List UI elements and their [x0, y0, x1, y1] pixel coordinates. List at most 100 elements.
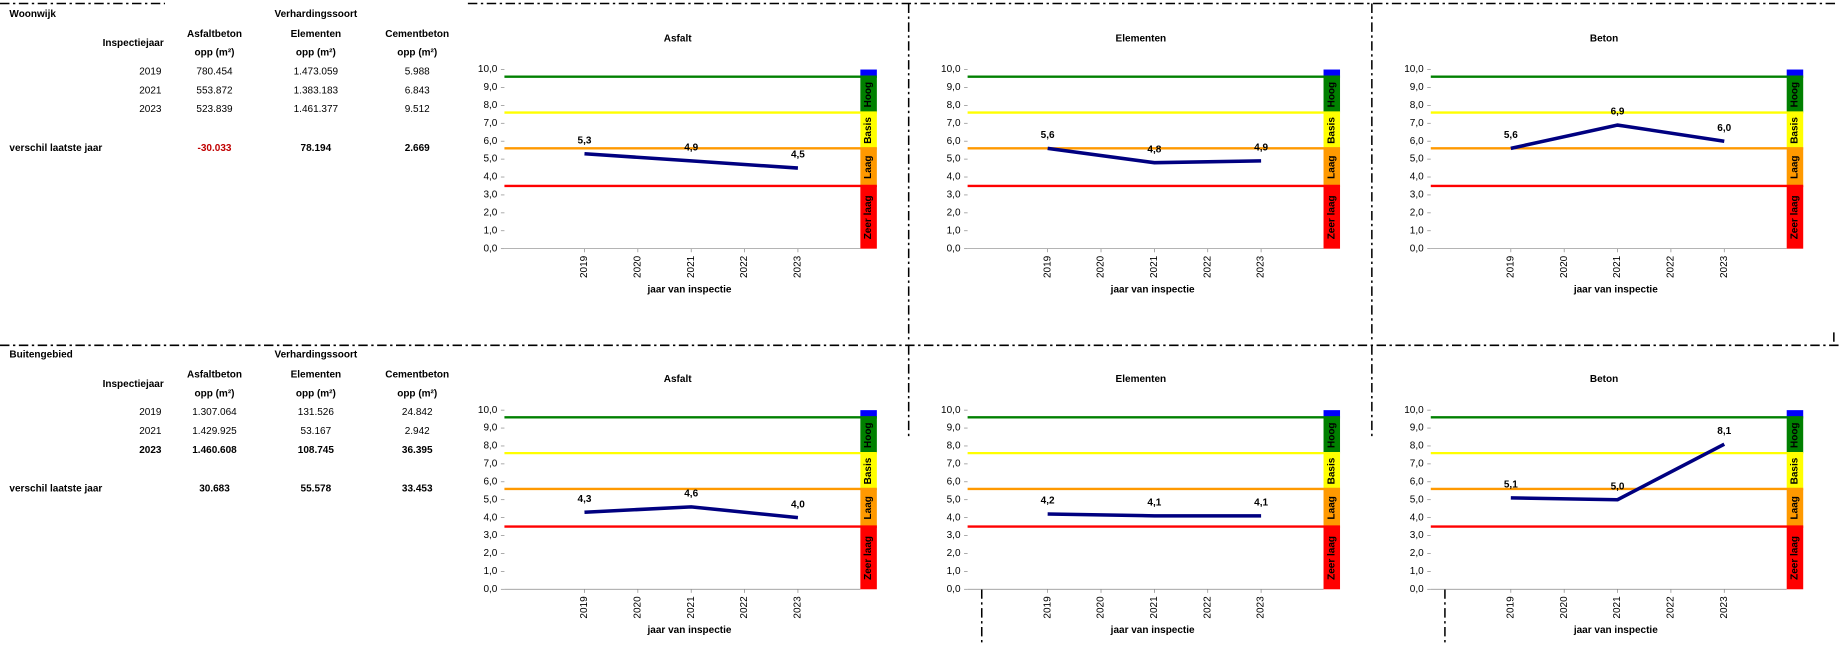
y-tick-label: 4,0 [947, 172, 961, 183]
y-tick-label: 7,0 [947, 118, 961, 129]
x-tick-label: 2020 [1559, 596, 1570, 619]
band [1323, 148, 1341, 186]
band [1323, 526, 1341, 590]
y-tick-label: 5,0 [947, 154, 961, 165]
cell: 24.842 [402, 407, 433, 418]
y-tick-label: 5,0 [483, 494, 497, 505]
data-label: 4,1 [1254, 498, 1268, 509]
cell: 1.460.608 [192, 445, 237, 456]
data-label: 4,2 [1041, 496, 1055, 507]
y-tick-label: 9,0 [1410, 423, 1424, 434]
y-tick-label: 4,0 [483, 172, 497, 183]
diff-cell: 78.194 [301, 143, 332, 154]
band-label: Hoog [1326, 422, 1337, 448]
cell: 36.395 [402, 445, 433, 456]
band [860, 185, 877, 249]
x-axis-title: jaar van inspectie [646, 625, 731, 636]
y-tick-label: 2,0 [947, 548, 961, 559]
band [1786, 148, 1804, 186]
x-tick-label: 2022 [1202, 255, 1213, 278]
band [860, 488, 877, 527]
band [860, 410, 877, 418]
cell: 1.461.377 [294, 104, 339, 115]
y-tick-label: 2,0 [483, 548, 497, 559]
y-tick-label: 9,0 [947, 82, 961, 93]
y-tick-label: 1,0 [947, 225, 961, 236]
data-line [1510, 123, 1725, 151]
band-label: Laag [1326, 155, 1337, 178]
year-header: Inspectiejaar [103, 38, 164, 49]
data-label: 4,9 [1254, 143, 1268, 154]
band [1323, 69, 1341, 77]
x-tick-label: 2020 [632, 255, 643, 278]
column-header: Cementbeton [385, 369, 449, 380]
y-tick-label: 8,0 [483, 100, 497, 111]
y-tick-label: 4,0 [483, 512, 497, 523]
cell: 1.307.064 [192, 407, 237, 418]
column-header: Elementen [291, 369, 342, 380]
y-tick-label: 0,0 [1410, 584, 1424, 595]
x-tick-label: 2022 [1666, 255, 1677, 278]
band-label: Zeer laag [1790, 195, 1801, 239]
column-unit: opp (m²) [195, 388, 235, 399]
row-year: 2021 [139, 426, 162, 437]
cell: 131.526 [298, 407, 335, 418]
column-unit: opp (m²) [397, 48, 437, 59]
band [860, 148, 877, 186]
band [1323, 453, 1341, 489]
band-label: Hoog [863, 82, 874, 108]
data-label: 4,6 [684, 489, 698, 500]
cell: 5.988 [405, 67, 430, 78]
chart-title: Asfalt [664, 374, 692, 385]
data-label: 5,6 [1504, 130, 1518, 141]
y-tick-label: 7,0 [1410, 118, 1424, 129]
band [1786, 453, 1804, 489]
data-label: 4,9 [684, 143, 698, 154]
x-tick-label: 2019 [1505, 255, 1516, 278]
band-label: Basis [1326, 117, 1337, 144]
y-tick-label: 5,0 [947, 494, 961, 505]
data-label: 8,1 [1717, 426, 1731, 437]
data-label: 4,0 [791, 499, 805, 510]
x-tick-label: 2021 [1612, 255, 1623, 278]
y-tick-label: 7,0 [483, 118, 497, 129]
y-tick-label: 0,0 [483, 584, 497, 595]
y-tick-label: 10,0 [941, 64, 961, 75]
y-tick-label: 10,0 [478, 64, 498, 75]
band [1786, 526, 1804, 590]
diff-cell: -30.033 [198, 143, 232, 154]
cell: 553.872 [196, 85, 233, 96]
band-label: Zeer laag [1326, 195, 1337, 239]
row-year: 2021 [139, 85, 162, 96]
y-tick-label: 5,0 [1410, 154, 1424, 165]
x-tick-label: 2022 [739, 255, 750, 278]
band [1786, 69, 1804, 77]
cell: 2.942 [405, 426, 430, 437]
band [1323, 112, 1341, 149]
band [860, 112, 877, 149]
y-tick-label: 8,0 [1410, 441, 1424, 452]
chart: Beton 0,0 1,0 2,0 3,0 4,0 5,0 6,0 7,0 8,0 9,0 10,0 2… [1404, 374, 1804, 636]
diff-cell: 30.683 [199, 484, 230, 495]
y-tick-label: 0,0 [947, 243, 961, 254]
y-tick-label: 6,0 [483, 476, 497, 487]
x-axis-title: jaar van inspectie [1573, 625, 1658, 636]
diff-cell: 55.578 [301, 484, 332, 495]
column-header: Cementbeton [385, 29, 449, 40]
data-label: 4,1 [1147, 498, 1161, 509]
y-tick-label: 10,0 [941, 405, 961, 416]
column-unit: opp (m²) [296, 48, 336, 59]
cell: 523.839 [196, 104, 233, 115]
x-tick-label: 2020 [632, 596, 643, 619]
band-label: Hoog [1326, 82, 1337, 108]
chart: Elementen 0,0 1,0 2,0 3,0 4,0 5,0 6,0 7,0 8,0 9,0 1… [941, 374, 1341, 636]
band-label: Zeer laag [1790, 536, 1801, 580]
x-axis-title: jaar van inspectie [1110, 285, 1195, 296]
band [1786, 76, 1804, 113]
y-tick-label: 0,0 [1410, 243, 1424, 254]
section-title: Buitengebied [9, 349, 72, 360]
band [1323, 410, 1341, 418]
data-label: 6,0 [1717, 123, 1731, 134]
band [1786, 112, 1804, 149]
chart-title: Beton [1590, 34, 1618, 45]
